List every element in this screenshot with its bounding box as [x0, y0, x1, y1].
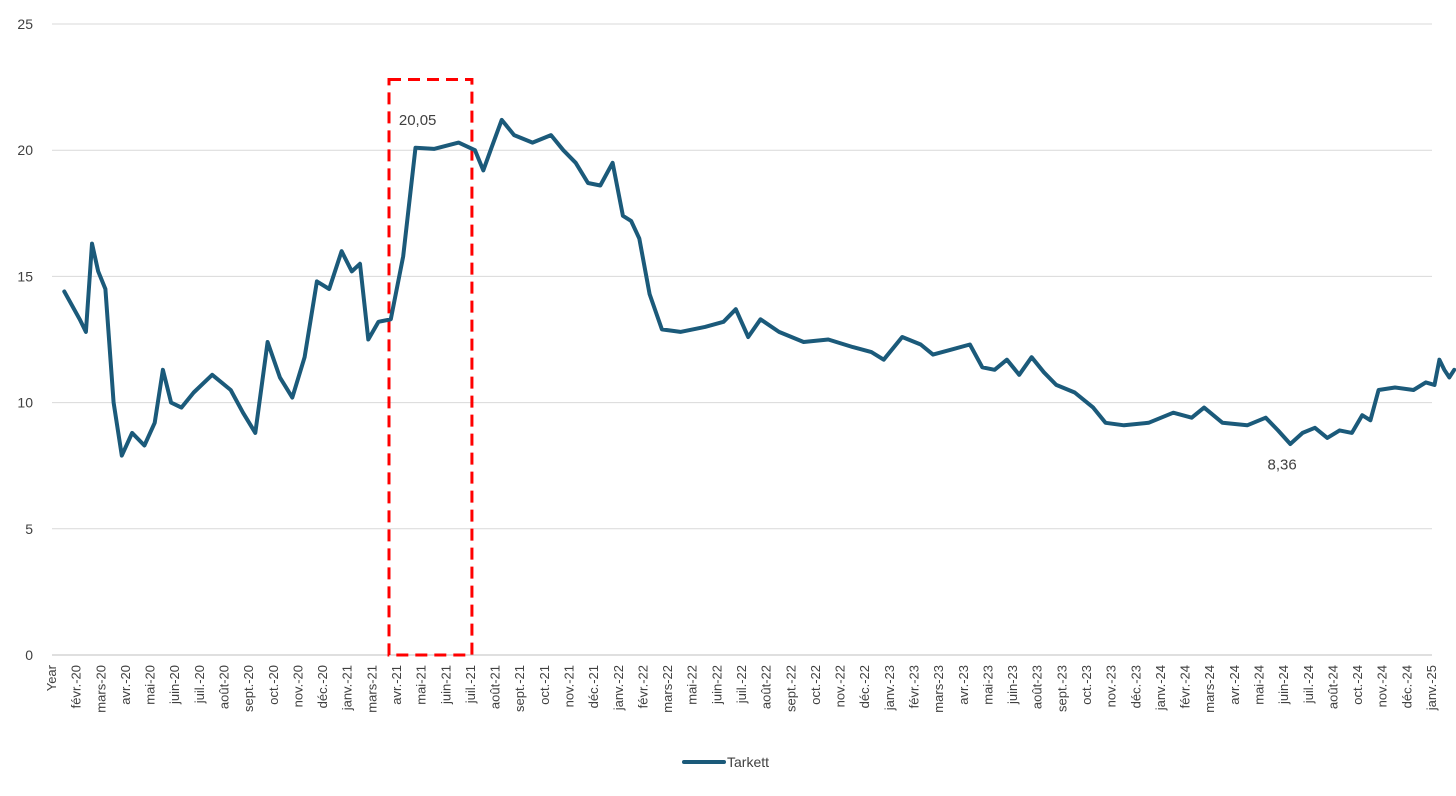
highlight-box — [387, 78, 474, 657]
x-tick-label: févr.-20 — [69, 665, 84, 708]
x-tick-label: avr.-24 — [1227, 665, 1242, 705]
x-tick-label: déc.-24 — [1399, 665, 1414, 708]
data-label-max: 20,05 — [399, 112, 437, 129]
x-tick-label: juil.-20 — [192, 665, 207, 704]
x-tick-label: mai-24 — [1252, 665, 1267, 705]
gridlines — [52, 23, 1432, 656]
x-tick-label: janv.-22 — [611, 665, 626, 711]
x-tick-label: déc.-20 — [315, 665, 330, 708]
legend: Tarkett — [682, 754, 769, 770]
x-tick-label: mars-22 — [660, 665, 675, 713]
x-tick-label: Year — [44, 664, 59, 691]
x-tick-label: août-20 — [217, 665, 232, 709]
y-tick-label: 10 — [17, 395, 33, 411]
x-tick-label: janv.-23 — [882, 665, 897, 711]
x-tick-label: nov.-21 — [562, 665, 577, 707]
x-tick-label: nov.-22 — [833, 665, 848, 707]
x-tick-label: oct.-23 — [1079, 665, 1094, 705]
x-tick-label: avr.-21 — [389, 665, 404, 705]
x-tick-label: juin-22 — [709, 665, 724, 705]
x-tick-label: sept.-21 — [512, 665, 527, 712]
x-tick-label: août-21 — [488, 665, 503, 709]
series-lines — [62, 117, 1456, 458]
x-tick-label: oct.-24 — [1350, 665, 1365, 705]
x-tick-label: août-22 — [759, 665, 774, 709]
x-tick-label: juil.-22 — [734, 665, 749, 704]
y-axis-tick-labels: 0 5 10 15 20 25 — [17, 16, 33, 663]
x-tick-label: sept.-23 — [1054, 665, 1069, 712]
x-tick-label: août-23 — [1030, 665, 1045, 709]
x-tick-label: déc.-22 — [857, 665, 872, 708]
x-tick-label: nov.-23 — [1104, 665, 1119, 707]
x-tick-label: sept.-20 — [241, 665, 256, 712]
x-tick-label: sept.-22 — [783, 665, 798, 712]
x-tick-label: août-24 — [1325, 665, 1340, 709]
y-tick-label: 15 — [17, 268, 33, 284]
y-tick-label: 5 — [25, 521, 33, 537]
x-tick-label: nov.-20 — [290, 665, 305, 707]
x-tick-label: avr.-23 — [956, 665, 971, 705]
x-tick-label: avr.-20 — [118, 665, 133, 705]
x-tick-label: oct.-20 — [266, 665, 281, 705]
x-tick-label: mai-23 — [980, 665, 995, 705]
y-tick-label: 25 — [17, 16, 33, 32]
x-tick-label: nov.-24 — [1375, 665, 1390, 707]
x-tick-label: févr.-24 — [1178, 665, 1193, 708]
x-tick-label: févr.-22 — [635, 665, 650, 708]
x-tick-label: déc.-21 — [586, 665, 601, 708]
x-tick-label: janv.-21 — [340, 665, 355, 711]
x-tick-label: janv.-25 — [1424, 665, 1439, 711]
x-tick-label: juil.-21 — [463, 665, 478, 704]
x-tick-label: mars-20 — [93, 665, 108, 713]
x-tick-label: mai-22 — [685, 665, 700, 705]
x-tick-label: mars-21 — [364, 665, 379, 713]
data-label-min: 8,36 — [1268, 456, 1297, 473]
x-tick-label: mai-21 — [414, 665, 429, 705]
x-tick-label: juin-21 — [438, 665, 453, 705]
x-tick-label: juil.-24 — [1301, 665, 1316, 704]
x-tick-label: mai-20 — [143, 665, 158, 705]
x-tick-label: juin-23 — [1005, 665, 1020, 705]
series-line — [62, 117, 1456, 458]
x-tick-label: janv.-24 — [1153, 665, 1168, 711]
y-tick-label: 0 — [25, 647, 33, 663]
x-tick-label: déc.-23 — [1128, 665, 1143, 708]
x-axis-tick-labels: Year févr.-20 mars-20 avr.-20 mai-20 juin-20 j… — [44, 664, 1439, 712]
x-tick-label: mars-24 — [1202, 665, 1217, 713]
y-tick-label: 20 — [17, 142, 33, 158]
x-tick-label: mars-23 — [931, 665, 946, 713]
highlight-rect — [387, 78, 474, 657]
x-tick-label: juin-24 — [1276, 665, 1291, 705]
x-tick-label: juin-20 — [167, 665, 182, 705]
x-tick-label: oct.-21 — [537, 665, 552, 705]
legend-label: Tarkett — [727, 754, 769, 770]
x-tick-label: oct.-22 — [808, 665, 823, 705]
x-tick-label: févr.-23 — [907, 665, 922, 708]
annotations: 20,05 8,36 — [399, 112, 1297, 474]
